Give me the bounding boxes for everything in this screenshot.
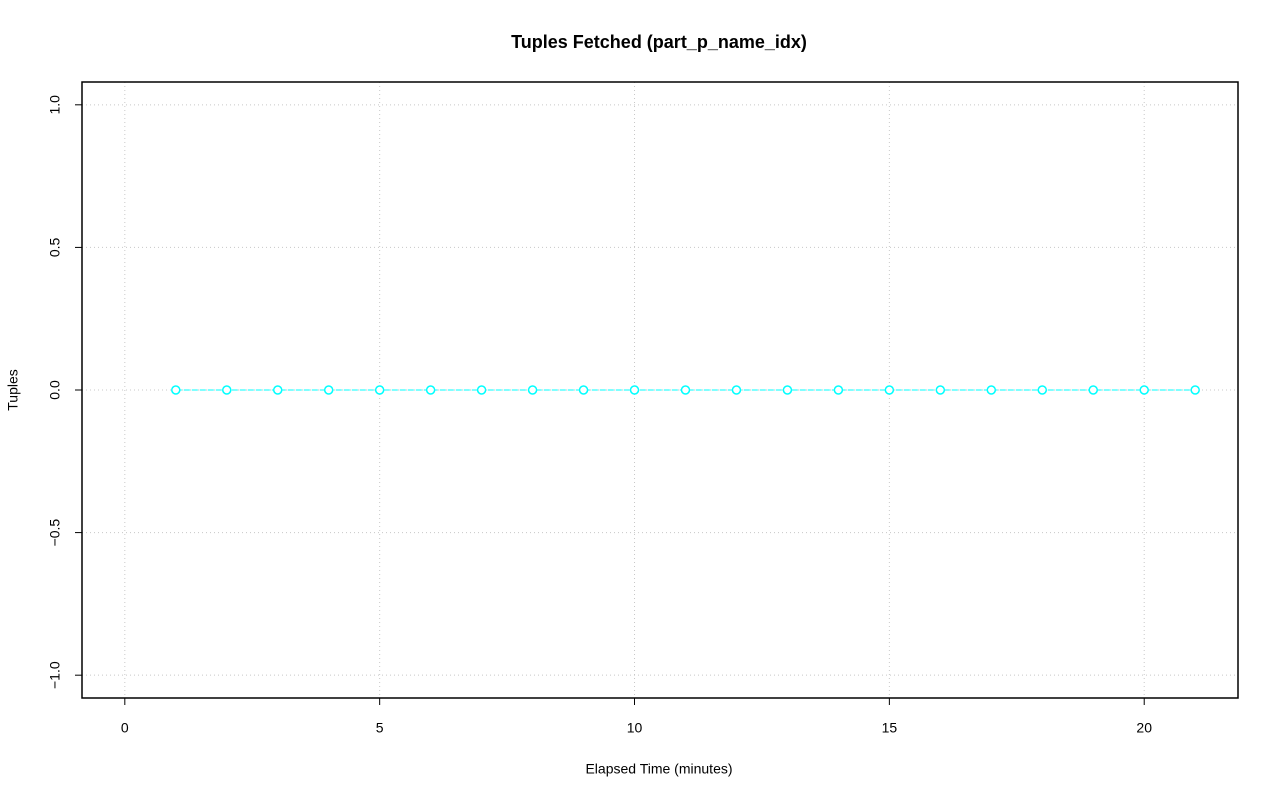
data-point: [272, 385, 283, 395]
x-axis-title: Elapsed Time (minutes): [585, 761, 732, 777]
y-tick-label: 0.5: [47, 237, 63, 257]
data-point: [731, 385, 742, 395]
x-tick-label: 5: [376, 720, 384, 736]
chart-title: Tuples Fetched (part_p_name_idx): [511, 32, 807, 52]
data-point: [629, 385, 640, 395]
plot-frame: [81, 81, 1239, 699]
data-point: [527, 385, 538, 395]
y-tick-label: −1.0: [47, 661, 63, 689]
data-point: [833, 385, 844, 395]
data-point: [1088, 385, 1098, 395]
x-tick-label: 0: [121, 720, 129, 736]
data-point: [171, 385, 181, 395]
data-point: [323, 385, 334, 395]
data-point: [578, 385, 589, 395]
data-point: [1139, 385, 1149, 395]
data-point: [1037, 385, 1048, 395]
y-tick-label: 0.0: [47, 380, 63, 400]
data-point: [222, 385, 232, 395]
x-tick-label: 15: [882, 720, 898, 736]
data-point: [374, 385, 385, 395]
data-point: [884, 385, 895, 395]
data-point: [935, 385, 946, 395]
y-tick-label: 1.0: [47, 95, 63, 115]
data-point: [1190, 385, 1200, 395]
y-tick-label: −0.5: [47, 519, 63, 547]
y-axis-title: Tuples: [5, 369, 21, 411]
data-point: [986, 385, 997, 395]
data-point: [476, 385, 487, 395]
x-tick-label: 10: [627, 720, 643, 736]
data-point: [680, 385, 691, 395]
x-tick-label: 20: [1136, 720, 1152, 736]
data-point: [425, 385, 436, 395]
data-point: [782, 385, 793, 395]
